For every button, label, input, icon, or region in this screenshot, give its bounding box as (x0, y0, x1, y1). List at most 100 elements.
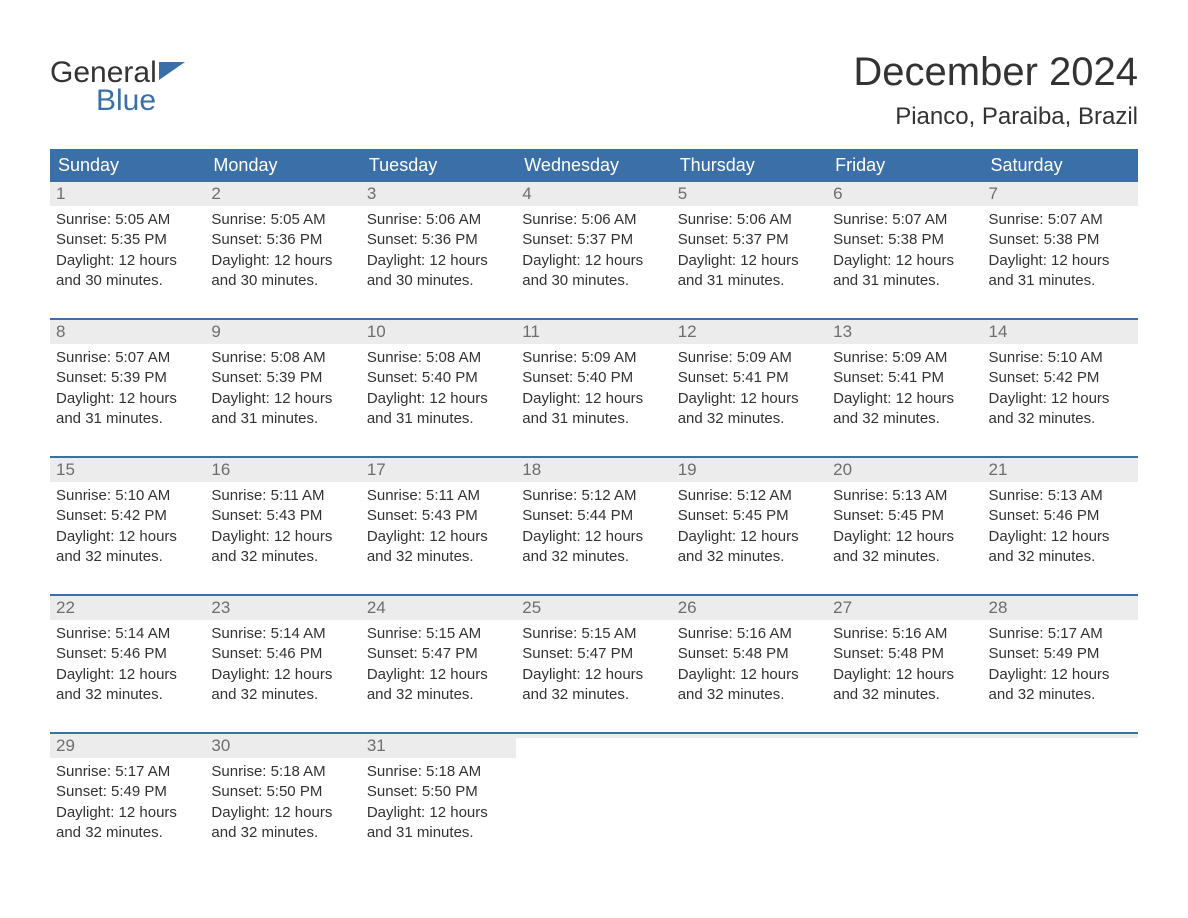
day-body: Sunrise: 5:13 AMSunset: 5:45 PMDaylight:… (827, 482, 982, 577)
day-header-cell: Saturday (983, 149, 1138, 182)
day-line-d1: Daylight: 12 hours (367, 389, 510, 409)
day-line-d1: Daylight: 12 hours (989, 527, 1132, 547)
day-number: 14 (983, 320, 1138, 344)
day-line-d2: and 32 minutes. (522, 547, 665, 567)
day-number (516, 734, 671, 738)
day-line-sr: Sunrise: 5:07 AM (833, 210, 976, 230)
day-body: Sunrise: 5:05 AMSunset: 5:35 PMDaylight:… (50, 206, 205, 301)
day-body: Sunrise: 5:09 AMSunset: 5:41 PMDaylight:… (827, 344, 982, 439)
day-cell (827, 734, 982, 870)
day-line-ss: Sunset: 5:46 PM (211, 644, 354, 664)
day-line-d2: and 32 minutes. (211, 685, 354, 705)
day-line-ss: Sunset: 5:42 PM (56, 506, 199, 526)
day-line-sr: Sunrise: 5:05 AM (56, 210, 199, 230)
day-line-d1: Daylight: 12 hours (56, 803, 199, 823)
day-line-sr: Sunrise: 5:13 AM (833, 486, 976, 506)
day-line-ss: Sunset: 5:41 PM (833, 368, 976, 388)
day-line-d1: Daylight: 12 hours (833, 665, 976, 685)
day-line-d1: Daylight: 12 hours (522, 389, 665, 409)
day-line-d2: and 32 minutes. (833, 409, 976, 429)
day-body: Sunrise: 5:08 AMSunset: 5:39 PMDaylight:… (205, 344, 360, 439)
day-number: 10 (361, 320, 516, 344)
day-line-d2: and 30 minutes. (367, 271, 510, 291)
day-line-d2: and 32 minutes. (989, 685, 1132, 705)
day-line-ss: Sunset: 5:45 PM (678, 506, 821, 526)
day-line-ss: Sunset: 5:50 PM (211, 782, 354, 802)
day-header-cell: Thursday (672, 149, 827, 182)
week-row: 1Sunrise: 5:05 AMSunset: 5:35 PMDaylight… (50, 182, 1138, 318)
day-cell: 24Sunrise: 5:15 AMSunset: 5:47 PMDayligh… (361, 596, 516, 732)
day-line-ss: Sunset: 5:49 PM (989, 644, 1132, 664)
day-number: 12 (672, 320, 827, 344)
day-cell: 9Sunrise: 5:08 AMSunset: 5:39 PMDaylight… (205, 320, 360, 456)
day-number: 7 (983, 182, 1138, 206)
calendar: SundayMondayTuesdayWednesdayThursdayFrid… (50, 149, 1138, 870)
day-header-row: SundayMondayTuesdayWednesdayThursdayFrid… (50, 149, 1138, 182)
day-line-d2: and 32 minutes. (678, 685, 821, 705)
day-body: Sunrise: 5:07 AMSunset: 5:39 PMDaylight:… (50, 344, 205, 439)
day-line-sr: Sunrise: 5:12 AM (678, 486, 821, 506)
day-line-d1: Daylight: 12 hours (833, 251, 976, 271)
day-line-ss: Sunset: 5:43 PM (211, 506, 354, 526)
day-line-d2: and 30 minutes. (522, 271, 665, 291)
day-body: Sunrise: 5:06 AMSunset: 5:36 PMDaylight:… (361, 206, 516, 301)
day-line-sr: Sunrise: 5:18 AM (367, 762, 510, 782)
day-line-sr: Sunrise: 5:05 AM (211, 210, 354, 230)
day-line-d2: and 31 minutes. (211, 409, 354, 429)
header: General Blue December 2024 Pianco, Parai… (50, 50, 1138, 131)
day-line-sr: Sunrise: 5:09 AM (522, 348, 665, 368)
day-line-sr: Sunrise: 5:11 AM (367, 486, 510, 506)
day-body: Sunrise: 5:09 AMSunset: 5:40 PMDaylight:… (516, 344, 671, 439)
day-line-d2: and 31 minutes. (56, 409, 199, 429)
day-header-cell: Monday (205, 149, 360, 182)
day-line-ss: Sunset: 5:40 PM (367, 368, 510, 388)
day-line-sr: Sunrise: 5:10 AM (56, 486, 199, 506)
flag-icon (159, 62, 185, 87)
day-number: 15 (50, 458, 205, 482)
day-number: 29 (50, 734, 205, 758)
day-number: 28 (983, 596, 1138, 620)
day-number: 8 (50, 320, 205, 344)
day-line-d2: and 31 minutes. (833, 271, 976, 291)
day-line-d2: and 31 minutes. (367, 823, 510, 843)
day-line-sr: Sunrise: 5:12 AM (522, 486, 665, 506)
day-cell: 6Sunrise: 5:07 AMSunset: 5:38 PMDaylight… (827, 182, 982, 318)
day-line-d1: Daylight: 12 hours (211, 251, 354, 271)
day-body: Sunrise: 5:12 AMSunset: 5:44 PMDaylight:… (516, 482, 671, 577)
day-number: 5 (672, 182, 827, 206)
day-number: 13 (827, 320, 982, 344)
day-body: Sunrise: 5:11 AMSunset: 5:43 PMDaylight:… (205, 482, 360, 577)
day-line-d1: Daylight: 12 hours (56, 527, 199, 547)
day-body: Sunrise: 5:15 AMSunset: 5:47 PMDaylight:… (516, 620, 671, 715)
day-line-d2: and 32 minutes. (989, 547, 1132, 567)
day-line-d1: Daylight: 12 hours (522, 527, 665, 547)
day-line-d1: Daylight: 12 hours (56, 665, 199, 685)
day-line-d1: Daylight: 12 hours (989, 389, 1132, 409)
day-line-sr: Sunrise: 5:16 AM (833, 624, 976, 644)
day-line-sr: Sunrise: 5:10 AM (989, 348, 1132, 368)
day-number: 24 (361, 596, 516, 620)
day-number: 18 (516, 458, 671, 482)
day-line-d2: and 32 minutes. (56, 685, 199, 705)
day-cell: 16Sunrise: 5:11 AMSunset: 5:43 PMDayligh… (205, 458, 360, 594)
day-cell: 31Sunrise: 5:18 AMSunset: 5:50 PMDayligh… (361, 734, 516, 870)
day-cell: 25Sunrise: 5:15 AMSunset: 5:47 PMDayligh… (516, 596, 671, 732)
day-line-ss: Sunset: 5:43 PM (367, 506, 510, 526)
day-body: Sunrise: 5:12 AMSunset: 5:45 PMDaylight:… (672, 482, 827, 577)
day-header-cell: Tuesday (361, 149, 516, 182)
day-body: Sunrise: 5:08 AMSunset: 5:40 PMDaylight:… (361, 344, 516, 439)
day-line-ss: Sunset: 5:39 PM (211, 368, 354, 388)
day-number (672, 734, 827, 738)
day-line-d1: Daylight: 12 hours (367, 527, 510, 547)
day-line-d2: and 32 minutes. (56, 547, 199, 567)
day-line-d1: Daylight: 12 hours (833, 389, 976, 409)
day-line-ss: Sunset: 5:46 PM (56, 644, 199, 664)
day-cell: 1Sunrise: 5:05 AMSunset: 5:35 PMDaylight… (50, 182, 205, 318)
day-cell: 10Sunrise: 5:08 AMSunset: 5:40 PMDayligh… (361, 320, 516, 456)
day-line-ss: Sunset: 5:36 PM (211, 230, 354, 250)
day-line-sr: Sunrise: 5:15 AM (367, 624, 510, 644)
day-line-d2: and 31 minutes. (989, 271, 1132, 291)
day-line-d1: Daylight: 12 hours (367, 803, 510, 823)
day-line-d2: and 32 minutes. (211, 823, 354, 843)
day-number: 19 (672, 458, 827, 482)
